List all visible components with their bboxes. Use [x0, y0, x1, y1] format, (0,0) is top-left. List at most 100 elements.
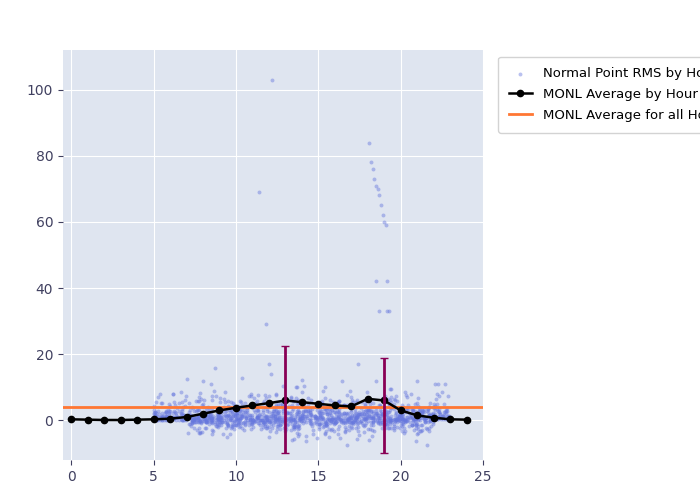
Normal Point RMS by Hour [325, 401, 336, 409]
Normal Point RMS by Hour [365, 426, 376, 434]
Normal Point RMS by Hour [257, 408, 268, 416]
Normal Point RMS by Hour [412, 426, 423, 434]
Normal Point RMS by Hour [337, 402, 349, 410]
Normal Point RMS by Hour [207, 427, 218, 435]
Normal Point RMS by Hour [231, 409, 242, 417]
Normal Point RMS by Hour [413, 402, 424, 410]
Normal Point RMS by Hour [228, 417, 239, 425]
Normal Point RMS by Hour [358, 421, 369, 429]
Normal Point RMS by Hour [331, 415, 342, 423]
Normal Point RMS by Hour [216, 418, 227, 426]
Normal Point RMS by Hour [360, 413, 372, 421]
Normal Point RMS by Hour [201, 418, 212, 426]
Normal Point RMS by Hour [397, 419, 408, 427]
Normal Point RMS by Hour [199, 412, 210, 420]
Normal Point RMS by Hour [267, 407, 279, 415]
Normal Point RMS by Hour [149, 408, 160, 416]
Normal Point RMS by Hour [188, 404, 199, 412]
Normal Point RMS by Hour [200, 418, 211, 426]
Normal Point RMS by Hour [251, 413, 262, 421]
Normal Point RMS by Hour [342, 409, 354, 417]
Normal Point RMS by Hour [284, 414, 295, 422]
Normal Point RMS by Hour [347, 402, 358, 409]
Normal Point RMS by Hour [316, 408, 327, 416]
Normal Point RMS by Hour [290, 416, 301, 424]
Normal Point RMS by Hour [292, 406, 303, 414]
Normal Point RMS by Hour [193, 424, 204, 432]
Normal Point RMS by Hour [192, 418, 203, 426]
Normal Point RMS by Hour [393, 404, 404, 412]
Normal Point RMS by Hour [365, 412, 376, 420]
Normal Point RMS by Hour [216, 415, 228, 423]
Normal Point RMS by Hour [421, 416, 432, 424]
Normal Point RMS by Hour [368, 426, 379, 434]
Normal Point RMS by Hour [341, 414, 352, 422]
Normal Point RMS by Hour [176, 416, 187, 424]
Normal Point RMS by Hour [433, 380, 444, 388]
Normal Point RMS by Hour [444, 413, 456, 421]
Normal Point RMS by Hour [382, 414, 393, 422]
Normal Point RMS by Hour [329, 400, 340, 408]
Normal Point RMS by Hour [160, 416, 172, 424]
Normal Point RMS by Hour [169, 408, 181, 416]
Normal Point RMS by Hour [226, 406, 237, 414]
Normal Point RMS by Hour [431, 415, 442, 423]
Normal Point RMS by Hour [177, 398, 188, 406]
Normal Point RMS by Hour [353, 423, 364, 431]
Normal Point RMS by Hour [176, 410, 187, 418]
Normal Point RMS by Hour [285, 416, 296, 424]
Normal Point RMS by Hour [409, 426, 420, 434]
Normal Point RMS by Hour [407, 421, 418, 429]
Normal Point RMS by Hour [399, 428, 410, 436]
Normal Point RMS by Hour [298, 402, 309, 410]
Normal Point RMS by Hour [265, 399, 276, 407]
Normal Point RMS by Hour [420, 414, 431, 422]
Normal Point RMS by Hour [295, 414, 306, 422]
Normal Point RMS by Hour [350, 408, 361, 416]
Normal Point RMS by Hour [181, 416, 192, 424]
Normal Point RMS by Hour [230, 411, 241, 419]
Normal Point RMS by Hour [316, 409, 328, 417]
Normal Point RMS by Hour [423, 406, 434, 413]
Normal Point RMS by Hour [194, 410, 205, 418]
Normal Point RMS by Hour [356, 417, 367, 425]
Normal Point RMS by Hour [332, 425, 344, 433]
Normal Point RMS by Hour [218, 403, 230, 411]
Normal Point RMS by Hour [252, 413, 263, 421]
Normal Point RMS by Hour [272, 422, 284, 430]
Normal Point RMS by Hour [330, 418, 342, 426]
Normal Point RMS by Hour [362, 388, 373, 396]
Normal Point RMS by Hour [229, 417, 240, 425]
Normal Point RMS by Hour [175, 388, 186, 396]
Normal Point RMS by Hour [292, 422, 303, 430]
Normal Point RMS by Hour [188, 408, 199, 416]
Normal Point RMS by Hour [206, 392, 217, 400]
Normal Point RMS by Hour [248, 416, 259, 424]
Normal Point RMS by Hour [296, 398, 307, 406]
Normal Point RMS by Hour [379, 218, 390, 226]
Normal Point RMS by Hour [225, 406, 237, 413]
Normal Point RMS by Hour [379, 410, 391, 418]
Normal Point RMS by Hour [190, 406, 202, 414]
Normal Point RMS by Hour [289, 422, 300, 430]
Normal Point RMS by Hour [391, 408, 402, 416]
Normal Point RMS by Hour [260, 412, 272, 420]
Normal Point RMS by Hour [237, 410, 248, 418]
Normal Point RMS by Hour [324, 419, 335, 427]
Normal Point RMS by Hour [286, 436, 297, 444]
Normal Point RMS by Hour [160, 412, 172, 420]
Normal Point RMS by Hour [313, 408, 324, 416]
Normal Point RMS by Hour [291, 383, 302, 391]
Normal Point RMS by Hour [215, 414, 226, 422]
Normal Point RMS by Hour [432, 400, 443, 408]
Normal Point RMS by Hour [314, 412, 326, 420]
Normal Point RMS by Hour [187, 416, 198, 424]
Normal Point RMS by Hour [304, 406, 316, 413]
Normal Point RMS by Hour [326, 406, 337, 414]
Normal Point RMS by Hour [273, 408, 284, 416]
Normal Point RMS by Hour [349, 416, 360, 424]
Normal Point RMS by Hour [224, 412, 235, 420]
Normal Point RMS by Hour [164, 414, 176, 422]
Normal Point RMS by Hour [231, 415, 242, 423]
Normal Point RMS by Hour [435, 410, 446, 418]
